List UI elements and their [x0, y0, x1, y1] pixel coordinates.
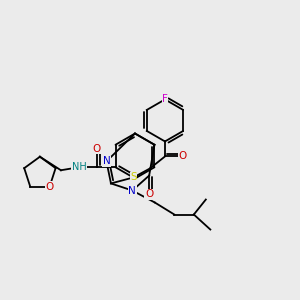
- Text: S: S: [130, 172, 137, 182]
- Text: N: N: [103, 156, 110, 167]
- Text: O: O: [145, 189, 153, 199]
- Text: NH: NH: [71, 162, 86, 172]
- Text: N: N: [128, 185, 136, 196]
- Text: O: O: [179, 152, 187, 161]
- Text: O: O: [46, 182, 54, 192]
- Text: F: F: [162, 94, 168, 104]
- Text: O: O: [93, 144, 101, 154]
